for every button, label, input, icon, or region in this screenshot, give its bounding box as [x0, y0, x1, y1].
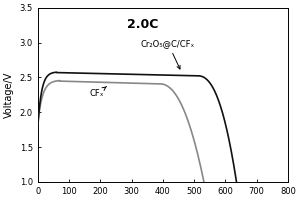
Y-axis label: Voltage/V: Voltage/V [4, 72, 14, 118]
Text: 2.0C: 2.0C [127, 18, 158, 31]
Text: Cr₂O₅@C/CFₓ: Cr₂O₅@C/CFₓ [141, 39, 195, 69]
Text: CFₓ: CFₓ [89, 87, 106, 98]
